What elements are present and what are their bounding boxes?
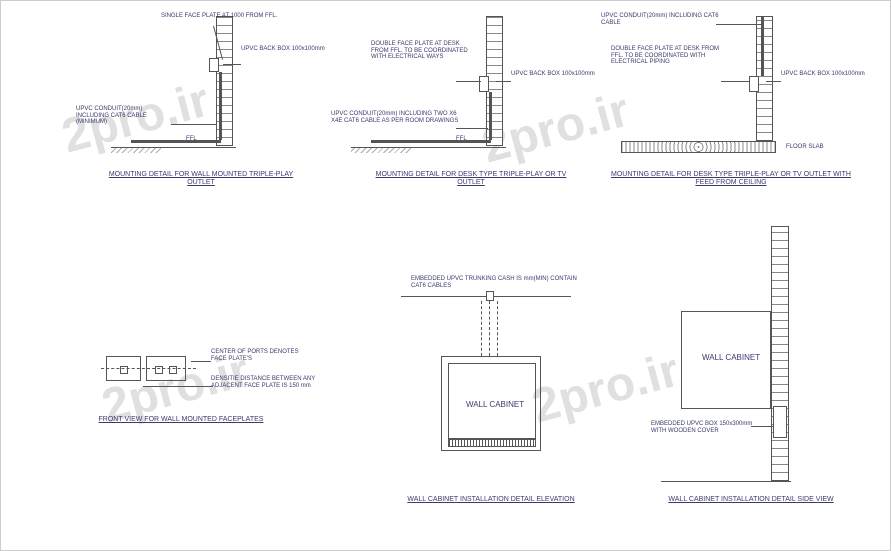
label-upvc-back-box: UPVC BACK BOX 100x100mm [241,46,325,53]
outlet-box [749,76,759,92]
outlet-box [209,58,219,72]
diagram-1: SINGLE FACE PLATE AT 1000 FROM FFL. UPVC… [131,16,331,196]
label-embedded: EMBEDDED UPVC BOX 150x300mm WITH WOODEN … [651,421,761,434]
label-upvc-conduit: UPVC CONDUIT(20mm) INCLUDING CAT6 CABLE … [76,106,176,126]
conduit-h [131,140,221,143]
label-distance: DENSITIE DISTANCE BETWEEN ANY ADJACENT F… [211,376,331,389]
label-upvc-back-box: UPVC BACK BOX 100x100mm [511,71,595,78]
label-wall-cabinet: WALL CABINET [466,401,524,410]
diagram-3: UPVC CONDUIT(20mm) INCLUDING CAT6 CABLE … [661,16,881,196]
label-double-face-plate: DOUBLE FACE PLATE AT DESK FROM FFL. TO B… [371,41,471,61]
conduit-v [219,72,222,140]
conduit-v [489,92,492,140]
label-center: CENTER OF PORTS DENOTES FACE PLATE'S [211,349,311,362]
diagram-5-title: WALL CABINET INSTALLATION DETAIL ELEVATI… [401,496,581,504]
leader [751,426,773,427]
center-line [101,368,196,369]
dashed-cable-2 [489,301,490,356]
diagram-3-title: MOUNTING DETAIL FOR DESK TYPE TRIPLE-PLA… [601,171,861,186]
floor-hatch [111,147,161,153]
outlet-box [479,76,489,92]
diagram-5: WALL CABINET EMBEDDED UPVC TRUNKING CASH… [381,261,601,521]
leader [191,361,211,362]
leader [456,81,481,82]
wall-section [771,226,789,481]
leader [143,386,213,387]
leader [766,81,781,82]
leader [716,24,761,25]
label-ffl: FFL [456,136,467,143]
label-upvc-conduit-top: UPVC CONDUIT(20mm) INCLUDING CAT6 CABLE [601,13,721,26]
label-ffl: FFL [186,136,197,143]
diagram-4-title: FRONT VIEW FOR WALL MOUNTED FACEPLATES [81,416,281,424]
leader [721,81,749,82]
label-floor-slab: FLOOR SLAB [786,144,824,151]
floor-slab [621,141,776,153]
diagram-1-title: MOUNTING DETAIL FOR WALL MOUNTED TRIPLE-… [101,171,301,186]
leader [456,128,488,129]
diagram-2: DOUBLE FACE PLATE AT DESK FROM FFL. TO B… [401,16,601,196]
label-double-face-plate: DOUBLE FACE PLATE AT DESK FROM FFL. TO B… [611,46,721,66]
diagram-2-title: MOUNTING DETAIL FOR DESK TYPE TRIPLE-PLA… [371,171,571,186]
junction-box [486,291,494,301]
dashed-cable-3 [497,301,498,356]
leader [496,81,511,82]
cabinet-side: WALL CABINET [681,311,771,409]
label-single-face-plate: SINGLE FACE PLATE AT 1000 FROM FFL. [161,13,277,20]
embedded-box [773,406,787,438]
floor-hatch [351,147,411,153]
leader [223,64,241,65]
label-upvc-back-box: UPVC BACK BOX 100x100mm [781,71,865,78]
diagram-6: WALL CABINET EMBEDDED UPVC BOX 150x300mm… [641,226,881,526]
leader [171,124,216,125]
conduit-v [761,16,764,76]
diagram-4: CENTER OF PORTS DENOTES FACE PLATE'S DEN… [81,331,331,451]
diagram-6-title: WALL CABINET INSTALLATION DETAIL SIDE VI… [661,496,841,504]
floor-line [661,481,791,482]
label-trunking: EMBEDDED UPVC TRUNKING CASH IS mm(MIN) C… [411,276,591,289]
conduit-h [371,140,491,143]
label-upvc-conduit: UPVC CONDUIT(20mm) INCLUDING TWO X6 X4E … [331,111,461,124]
label-wall-cabinet: WALL CABINET [702,354,760,363]
dashed-cable-1 [481,301,482,356]
